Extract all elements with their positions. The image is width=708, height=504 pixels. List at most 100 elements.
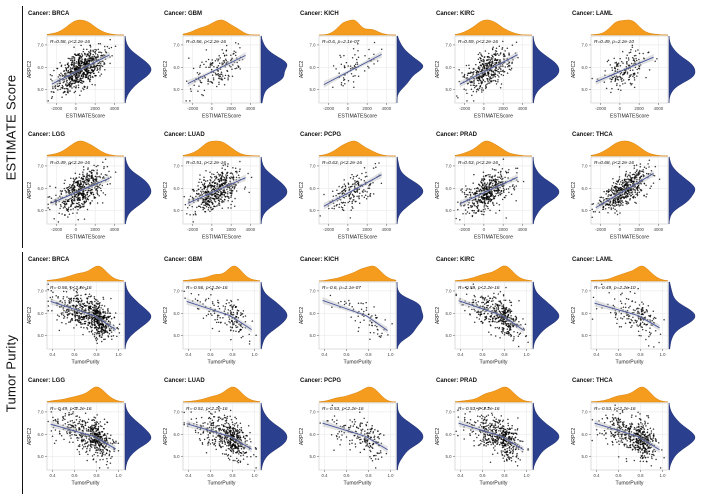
y-tick-label: 6.0	[38, 311, 45, 316]
x-axis-label: ESTIMATEScore	[610, 114, 649, 120]
panel-kirc-estimate: -2000 0 2000 4000 5.0 6.0 7.0 ESTIMATEScore ARPC…	[435, 11, 560, 120]
y-tick-label: 6.0	[582, 311, 589, 316]
y-tick-label: 5.0	[174, 208, 181, 213]
panel-title: Cancer: PCPG	[300, 378, 341, 384]
x-tick-label: -2000	[51, 227, 63, 232]
panel-title: Cancer: BRCA	[28, 257, 70, 263]
x-axis-label: TumorPurity	[71, 360, 99, 366]
x-tick-label: 0	[347, 106, 350, 111]
x-tick-label: 0	[75, 106, 78, 111]
panel-title: Cancer: PCPG	[300, 132, 341, 138]
x-tick-label: 2000	[226, 106, 236, 111]
correlation-annotation: R=0.49, p=2.2e-10	[594, 39, 634, 45]
group-tumor-purity: Tumor Purity 0.4 0.6 0.8 1.0 5.0 6.0 7.0 TumorP…	[0, 252, 708, 494]
y-axis-label: ARPC2	[299, 307, 305, 324]
y-tick-label: 5.0	[446, 333, 453, 338]
x-tick-label: 1.0	[660, 352, 667, 357]
x-tick-label: 1.0	[388, 352, 395, 357]
y-tick-label: 5.0	[582, 208, 589, 213]
y-tick-label: 7.0	[38, 163, 45, 168]
y-tick-label: 5.0	[310, 208, 317, 213]
panel-title: Cancer: PRAD	[436, 378, 478, 384]
x-tick-label: 2000	[498, 106, 508, 111]
x-tick-label: 4000	[110, 227, 120, 232]
correlation-annotation: R=-0.56, p<2.2e-16	[50, 285, 92, 291]
panel-luad-estimate: -2000 0 2000 4000 5.0 6.0 7.0 ESTIMATEScore ARPC…	[163, 132, 288, 241]
y-tick-label: 5.0	[174, 333, 181, 338]
x-tick-label: 2000	[362, 227, 372, 232]
x-tick-label: -2000	[187, 106, 199, 111]
y-tick-label: 6.0	[38, 65, 45, 70]
panel-title: Cancer: PRAD	[436, 132, 478, 138]
x-tick-label: 1.0	[252, 352, 259, 357]
y-tick-label: 6.0	[38, 186, 45, 191]
x-axis-label: ESTIMATEScore	[474, 114, 513, 120]
y-tick-label: 7.0	[310, 288, 317, 293]
y-tick-label: 7.0	[174, 42, 181, 47]
y-axis-label: ARPC2	[299, 182, 305, 199]
y-tick-label: 5.0	[38, 333, 45, 338]
group-estimate-score: ESTIMATE Score -2000 0 2000 4000 5.0 6.0 7.0 ES…	[0, 6, 708, 248]
x-axis-label: TumorPurity	[207, 360, 235, 366]
x-axis-label: ESTIMATEScore	[66, 114, 105, 120]
x-axis-label: TumorPurity	[207, 481, 235, 487]
y-tick-label: 5.0	[38, 208, 45, 213]
y-tick-label: 7.0	[174, 409, 181, 414]
x-tick-label: 0.6	[616, 352, 623, 357]
panels-grid-estimate: -2000 0 2000 4000 5.0 6.0 7.0 ESTIMATEScore ARPC…	[23, 6, 703, 248]
panel-title: Cancer: THCA	[572, 132, 613, 138]
correlation-annotation: R=-0.51, p<2.2e-16	[186, 406, 228, 412]
x-axis-label: TumorPurity	[615, 481, 643, 487]
correlation-annotation: R=0.56, p<2.2e-16	[186, 39, 226, 45]
x-tick-label: 4000	[654, 227, 664, 232]
x-tick-label: 0.8	[638, 352, 645, 357]
x-tick-label: 0.6	[480, 473, 487, 478]
panel-lgg-estimate: -2000 0 2000 4000 5.0 6.0 7.0 ESTIMATEScore ARPC…	[27, 132, 152, 241]
y-tick-label: 6.0	[446, 65, 453, 70]
correlation-annotation: R=-0.6, p=2.1e-07	[322, 285, 361, 291]
panel-thca-purity: 0.4 0.6 0.8 1.0 5.0 6.0 7.0 TumorPurity ARPC2 Can…	[571, 378, 696, 487]
panel-thca-estimate: -2000 0 2000 4000 5.0 6.0 7.0 ESTIMATEScore ARPC…	[571, 132, 696, 241]
x-tick-label: 4000	[246, 227, 256, 232]
x-tick-label: 0.4	[594, 473, 601, 478]
x-tick-label: 0.4	[50, 473, 57, 478]
correlation-annotation: R=0.63, p<2.2e-16	[322, 160, 362, 166]
x-axis-label: ESTIMATEScore	[202, 235, 241, 241]
x-tick-label: 0.6	[616, 473, 623, 478]
x-tick-label: -2000	[51, 106, 63, 111]
y-tick-label: 5.0	[38, 454, 45, 459]
y-tick-label: 5.0	[446, 87, 453, 92]
x-axis-label: TumorPurity	[71, 481, 99, 487]
panel-pcpg-purity: 0.4 0.6 0.8 1.0 5.0 6.0 7.0 TumorPurity ARPC2 Can…	[299, 378, 424, 487]
x-tick-label: 2000	[634, 227, 644, 232]
x-axis-label: TumorPurity	[479, 481, 507, 487]
x-tick-label: 0	[483, 106, 486, 111]
y-tick-label: 7.0	[582, 163, 589, 168]
group-label-estimate: ESTIMATE Score	[0, 6, 23, 248]
y-axis-label: ARPC2	[435, 182, 441, 199]
y-tick-label: 5.0	[174, 454, 181, 459]
x-tick-label: 1.0	[116, 352, 123, 357]
panel-title: Cancer: GBM	[164, 257, 202, 263]
panel-title: Cancer: LGG	[28, 132, 65, 138]
y-axis-label: ARPC2	[435, 61, 441, 78]
x-tick-label: 0	[211, 227, 214, 232]
correlation-annotation: R=0.58, p<2.2e-16	[50, 39, 90, 45]
panel-gbm-purity: 0.4 0.6 0.8 1.0 5.0 6.0 7.0 TumorPurity ARPC2 Can…	[163, 257, 288, 366]
x-tick-label: 0.8	[502, 352, 509, 357]
x-tick-label: 0.8	[502, 473, 509, 478]
y-tick-label: 6.0	[38, 432, 45, 437]
x-tick-label: 1.0	[660, 473, 667, 478]
x-tick-label: -2000	[187, 227, 199, 232]
panel-pcpg-estimate: -2000 0 2000 4000 5.0 6.0 7.0 ESTIMATEScore ARPC…	[299, 132, 424, 241]
x-tick-label: 1.0	[524, 473, 531, 478]
y-tick-label: 7.0	[38, 42, 45, 47]
x-tick-label: 0.6	[208, 473, 215, 478]
y-tick-label: 7.0	[310, 409, 317, 414]
group-label-purity: Tumor Purity	[0, 252, 23, 494]
x-tick-label: 1.0	[116, 473, 123, 478]
x-tick-label: -2000	[323, 106, 335, 111]
correlation-annotation: R=-0.49, p=2.2e-10	[594, 285, 636, 291]
y-tick-label: 5.0	[310, 333, 317, 338]
